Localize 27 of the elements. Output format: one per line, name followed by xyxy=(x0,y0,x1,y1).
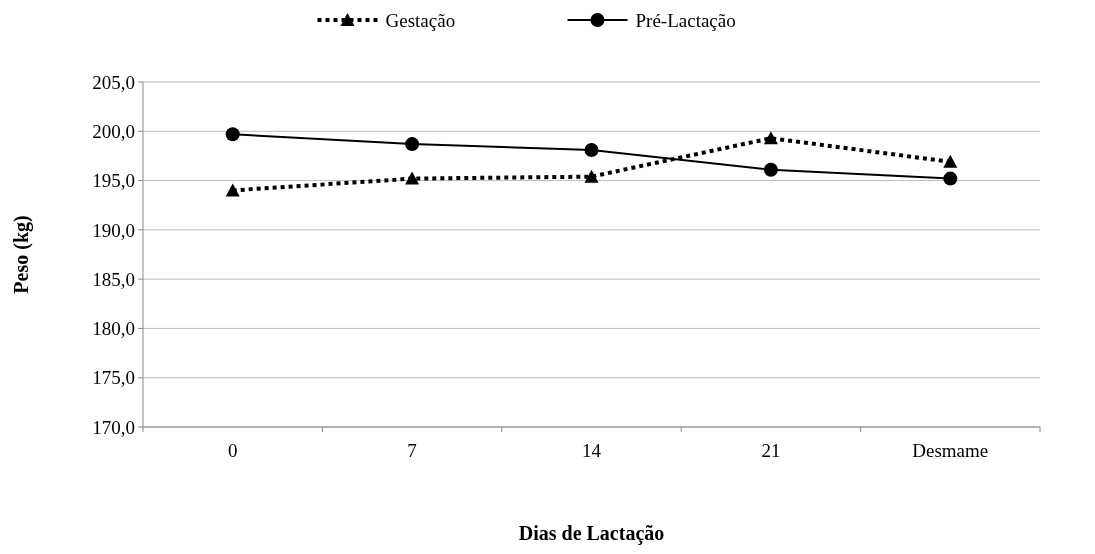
point xyxy=(225,127,240,142)
point xyxy=(943,171,958,186)
y-tick-label: 180,0 xyxy=(92,318,135,340)
point xyxy=(584,169,599,183)
point xyxy=(763,131,778,145)
point xyxy=(943,154,958,168)
x-tick-label: 0 xyxy=(227,440,238,461)
y-tick-label: 170,0 xyxy=(92,416,135,438)
x-axis-title: Dias de Lactação xyxy=(518,522,665,545)
y-tick-label: 205,0 xyxy=(92,71,135,93)
point xyxy=(405,171,420,185)
y-tick-label: 195,0 xyxy=(92,170,135,192)
y-tick-label: 190,0 xyxy=(92,219,135,241)
y-axis-title: Peso (kg) xyxy=(10,215,33,294)
y-tick-label: 185,0 xyxy=(92,268,135,290)
legend-label: Pré-Lactação xyxy=(635,9,736,31)
y-tick-label: 175,0 xyxy=(92,367,135,389)
x-tick-label: Desmame xyxy=(912,440,989,461)
point xyxy=(584,143,599,158)
x-tick-label: 14 xyxy=(582,440,602,461)
point xyxy=(763,162,778,177)
x-tick-label: 21 xyxy=(761,440,781,461)
point xyxy=(405,137,420,152)
y-tick-label: 200,0 xyxy=(92,120,135,142)
x-tick-label: 7 xyxy=(407,440,417,461)
point xyxy=(225,183,240,197)
legend-label: Gestação xyxy=(385,9,456,31)
